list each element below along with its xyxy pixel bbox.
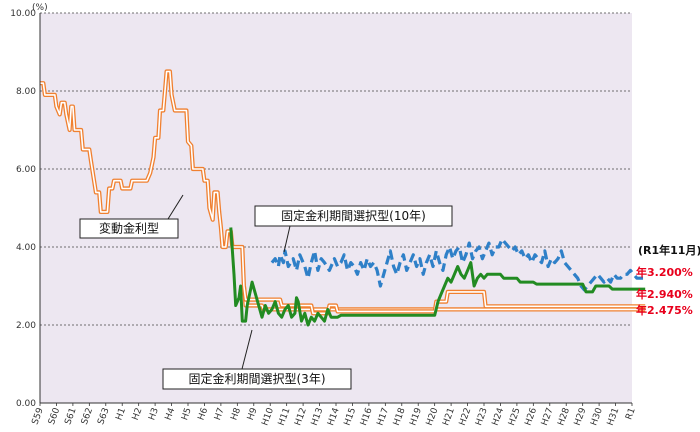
y-tick-label: 2.00	[16, 321, 36, 331]
x-tick-label: R1	[624, 407, 637, 422]
x-tick-label: H10	[260, 406, 276, 427]
end-label-header: (R1年11月)	[638, 243, 700, 257]
x-tick-label: H2	[131, 407, 145, 422]
x-tick-label: H14	[326, 406, 342, 427]
x-tick-label: H11	[277, 407, 293, 427]
end-label-value: 年3.200%	[636, 265, 693, 279]
x-tick-label: H27	[540, 407, 556, 427]
x-tick-label: H9	[246, 406, 260, 421]
x-tick-label: H18	[392, 406, 408, 427]
x-tick-label: H30	[589, 406, 605, 427]
annotation: 変動金利型	[79, 194, 184, 239]
annotation-leader	[283, 225, 291, 253]
grid-lines	[40, 12, 632, 326]
y-tick-label: 8.00	[16, 87, 36, 97]
annotation: 固定金利期間選択型(10年)	[254, 205, 453, 253]
series-layer	[40, 69, 646, 327]
end-labels: (R1年11月) 年3.200% 年2.940% 年2.475%	[636, 243, 700, 317]
x-tick-label: H7	[213, 407, 227, 422]
x-tick-label: H17	[376, 407, 392, 427]
annotation: 固定金利期間選択型(3年)	[162, 329, 352, 390]
x-tick-label: S63	[96, 407, 111, 427]
x-tick-label: H20	[425, 406, 441, 427]
x-tick-label: H28	[556, 406, 572, 427]
annotation-box	[254, 205, 453, 227]
annotation-text: 変動金利型	[99, 221, 159, 236]
x-tick-label: H1	[114, 407, 128, 422]
y-tick-label: 6.00	[16, 165, 36, 175]
x-tick-label: H29	[573, 406, 589, 427]
x-tick-label: H15	[343, 407, 359, 427]
y-tick-label: 10.00	[10, 9, 36, 19]
series-line-solid	[229, 227, 646, 327]
annotation-leader	[167, 194, 184, 220]
series-line	[270, 237, 646, 292]
x-tick-label: H12	[293, 407, 309, 427]
annotation-layer: 変動金利型 固定金利期間選択型(10年) 固定金利期間選択型(3年)	[79, 194, 453, 390]
x-tick-label: H16	[359, 406, 375, 427]
series-line-inner	[40, 70, 646, 311]
annotation-box	[79, 218, 179, 239]
annotation-leader	[241, 329, 253, 370]
annotation-box	[162, 368, 352, 390]
y-unit-label: (%)	[32, 3, 48, 13]
x-tick-label: S60	[47, 406, 62, 426]
y-tick-label: 0.00	[16, 399, 36, 409]
series-line	[40, 69, 646, 312]
x-tick-label: S61	[63, 407, 78, 427]
x-tick-label: H13	[310, 407, 326, 427]
annotation-text: 固定金利期間選択型(3年)	[189, 371, 326, 386]
x-tick-label: S59	[31, 406, 46, 426]
x-tick-label: H19	[408, 406, 424, 427]
x-tick-label: S62	[80, 407, 95, 427]
x-tick-label: H22	[458, 407, 474, 427]
series-line-inner	[243, 285, 646, 315]
series-line-dashed	[270, 237, 646, 292]
y-tick-label: 4.00	[16, 243, 36, 253]
x-tick-label: H23	[474, 407, 490, 427]
x-tick-label: H8	[229, 406, 243, 421]
x-tick-label: H4	[164, 406, 178, 421]
x-tick-label: H5	[180, 407, 194, 422]
x-tick-label: H26	[524, 406, 540, 427]
annotation-text: 固定金利期間選択型(10年)	[281, 208, 426, 223]
x-tick-label: H3	[147, 407, 161, 422]
end-label-value: 年2.475%	[636, 303, 693, 317]
x-tick-label: H25	[507, 407, 523, 427]
series-line	[241, 285, 646, 316]
axis-layer: 0.00 2.00 4.00 6.00 8.00 10.00(%) S59 S60 S61 S62…	[10, 3, 638, 427]
end-label-value: 年2.940%	[636, 287, 693, 301]
x-tick-label: H24	[491, 406, 507, 427]
series-line	[229, 227, 646, 327]
x-tick-label: H21	[441, 407, 457, 427]
x-tick-label: H6	[197, 406, 211, 421]
x-tick-label: H31	[606, 407, 622, 427]
